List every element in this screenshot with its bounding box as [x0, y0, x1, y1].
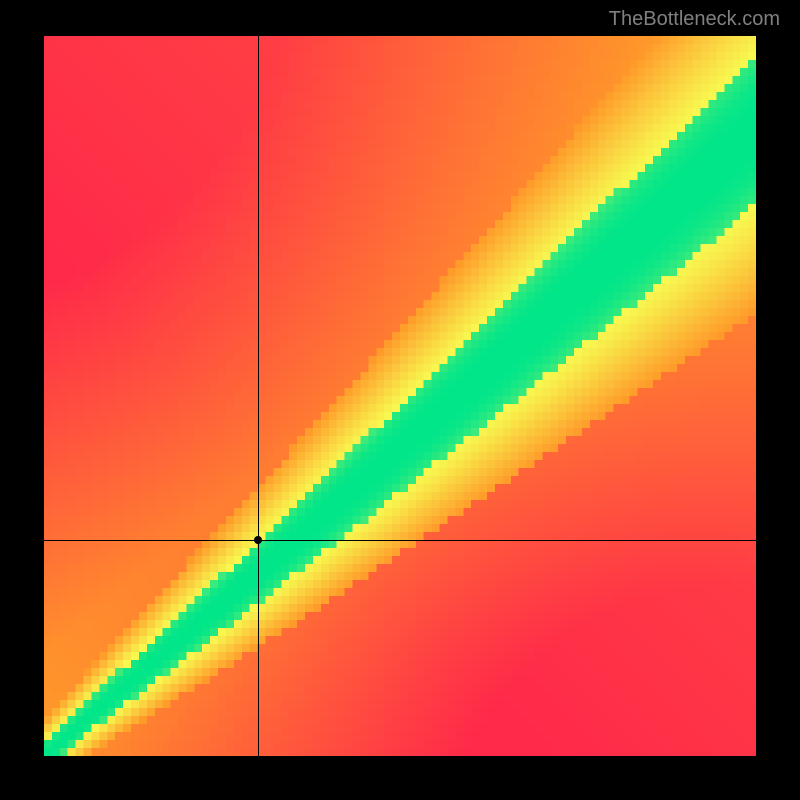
watermark-text: TheBottleneck.com: [609, 8, 780, 31]
heatmap-plot: [44, 36, 756, 756]
crosshair-vertical: [258, 36, 259, 756]
heatmap-canvas: [44, 36, 756, 756]
crosshair-horizontal: [44, 540, 756, 541]
crosshair-marker: [254, 536, 262, 544]
